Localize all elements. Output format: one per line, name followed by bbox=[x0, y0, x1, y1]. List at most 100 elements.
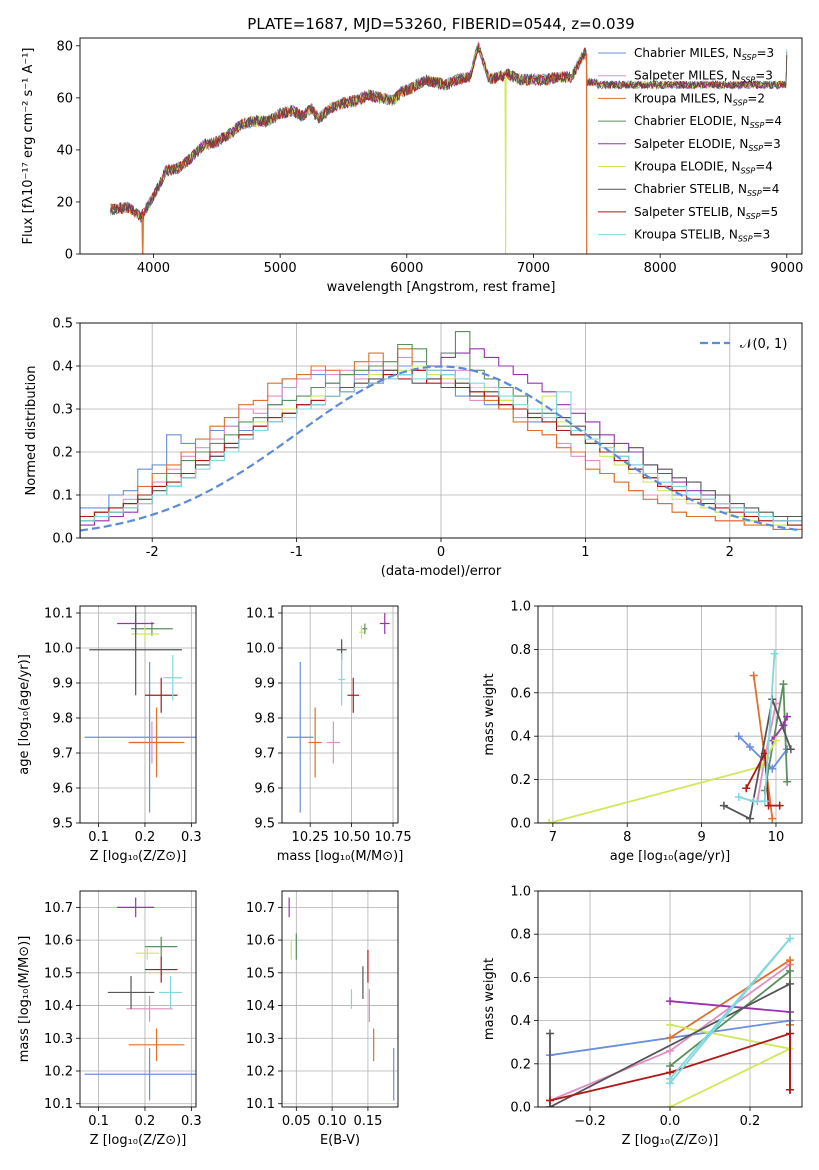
weight-marker bbox=[719, 801, 728, 810]
x-tick-label: 0.2 bbox=[135, 1114, 156, 1129]
x-tick-label: 8000 bbox=[644, 261, 677, 276]
legend-subscript: SSP bbox=[741, 76, 756, 85]
legend-subscript: SSP bbox=[748, 144, 763, 153]
errorbar-point bbox=[359, 625, 365, 640]
axes-frame bbox=[281, 890, 399, 1108]
x-tick-label: 0.3 bbox=[181, 1114, 202, 1129]
y-tick-label: 10.4 bbox=[44, 999, 73, 1014]
y-tick-label: 0.1 bbox=[52, 489, 73, 504]
x-axis-label: Z [log₁₀(Z/Z⊙)] bbox=[90, 849, 187, 864]
errorbar-point bbox=[128, 1028, 185, 1062]
y-tick-label: 10.6 bbox=[246, 934, 275, 949]
legend-text: Kroupa ELODIE, N bbox=[634, 160, 741, 174]
y-tick-label: 0.4 bbox=[52, 360, 73, 375]
weight-marker bbox=[666, 1046, 674, 1055]
y-tick-label: 9.9 bbox=[52, 677, 73, 692]
weight-marker bbox=[760, 797, 769, 806]
y-axis-label: Flux [fλ10⁻¹⁷ erg cm⁻² s⁻¹ A⁻¹] bbox=[21, 48, 36, 245]
normal-curve bbox=[80, 365, 800, 532]
spectrum-series-line bbox=[110, 47, 788, 222]
y-tick-label: 10.7 bbox=[44, 901, 73, 916]
weight-marker bbox=[775, 801, 784, 810]
legend-text: Kroupa MILES, N bbox=[634, 91, 733, 105]
x-tick-label: 4000 bbox=[137, 261, 170, 276]
x-tick-label: 0.2 bbox=[135, 830, 156, 845]
errorbar-point bbox=[338, 653, 345, 706]
y-tick-label: 0.8 bbox=[510, 928, 531, 943]
x-tick-label: 0.2 bbox=[740, 1114, 761, 1129]
legend-label: Salpeter ELODIE, NSSP=3 bbox=[634, 137, 781, 153]
axes-frame bbox=[281, 605, 399, 824]
weight-series-line bbox=[669, 958, 791, 1039]
mass-vs-ebv-axes: 0.05 0.10 0.15 10.1 10.2 10.3 10.4 10.5 10.6 10.7… bbox=[246, 890, 399, 1148]
errorbar-point bbox=[84, 1048, 196, 1101]
x-tick-label: 6000 bbox=[390, 261, 423, 276]
legend-count: =3 bbox=[763, 137, 781, 151]
histogram-series bbox=[80, 369, 802, 538]
y-tick-label: 20 bbox=[56, 195, 73, 210]
spectrum-axes: 4000 5000 6000 7000 8000 9000 0 20 40 60 80 wavelen… bbox=[21, 15, 803, 295]
x-axis-label: Z [log₁₀(Z/Z⊙)] bbox=[622, 1133, 719, 1148]
weight-marker bbox=[666, 997, 674, 1006]
y-tick-label: 9.5 bbox=[52, 817, 73, 832]
x-tick-label: 8 bbox=[623, 830, 631, 845]
legend-subscript: SSP bbox=[747, 189, 762, 198]
legend-text: Chabrier ELODIE, N bbox=[634, 114, 750, 128]
axes-frame bbox=[537, 890, 803, 1108]
y-tick-label: 10.3 bbox=[44, 1032, 73, 1047]
errorbar-point bbox=[286, 662, 314, 813]
axes-frame bbox=[79, 605, 197, 824]
weight-marker bbox=[771, 736, 780, 745]
histogram-series bbox=[80, 369, 802, 538]
y-tick-label: 9.6 bbox=[52, 782, 73, 797]
weight-vs-age-axes: 7 8 9 10 0.0 0.2 0.4 0.6 0.8 1.0 age [log₁₀(age/yr… bbox=[482, 600, 803, 864]
errorbar-point bbox=[373, 1028, 375, 1062]
y-tick-label: 0.6 bbox=[510, 971, 531, 986]
legend: 𝒩(0, 1) bbox=[700, 337, 787, 352]
weight-marker bbox=[786, 1029, 794, 1038]
age-vs-mass-axes: 10.25 10.50 10.75 9.5 9.6 9.7 9.8 9.9 10.0 10.1 ma… bbox=[246, 605, 412, 864]
errorbar-point bbox=[393, 1048, 395, 1101]
weight-vs-Z-axes: −0.2 0.0 0.2 0.0 0.2 0.4 0.6 0.8 1.0 Z [log₁₀(Z/Z… bbox=[482, 885, 803, 1148]
y-tick-label: 0.0 bbox=[510, 817, 531, 832]
weight-marker bbox=[764, 801, 773, 810]
legend-count: =5 bbox=[760, 205, 778, 219]
weight-series-line bbox=[669, 1000, 791, 1013]
x-tick-label: 10.50 bbox=[333, 830, 370, 845]
x-axis-label: E(B-V) bbox=[320, 1133, 360, 1148]
y-axis-label: mass weight bbox=[482, 958, 497, 1040]
legend-count: =4 bbox=[762, 182, 780, 196]
legend-count: =3 bbox=[753, 228, 771, 242]
weight-marker bbox=[734, 732, 743, 741]
y-tick-label: 10.3 bbox=[246, 1032, 275, 1047]
errorbar-point bbox=[350, 989, 353, 1009]
legend-text: Chabrier MILES, N bbox=[634, 46, 742, 60]
y-axis-label: age [log₁₀(age/yr)] bbox=[17, 654, 32, 775]
weight-series-line bbox=[549, 1032, 791, 1102]
x-tick-label: 10 bbox=[768, 830, 785, 845]
y-tick-label: 10.5 bbox=[44, 966, 73, 981]
y-tick-label: 0.4 bbox=[510, 1014, 531, 1029]
x-tick-label: -1 bbox=[290, 545, 303, 560]
weight-series-line bbox=[738, 653, 776, 803]
y-tick-label: 0.4 bbox=[510, 730, 531, 745]
weight-marker bbox=[749, 797, 758, 806]
legend-label: Kroupa ELODIE, NSSP=4 bbox=[634, 160, 773, 176]
errorbar-point bbox=[89, 606, 183, 696]
x-tick-label: 0.1 bbox=[88, 1114, 109, 1129]
legend-subscript: SSP bbox=[733, 98, 748, 107]
legend-subscript: SSP bbox=[746, 212, 761, 221]
errorbar-point bbox=[379, 613, 390, 634]
y-tick-label: 10.2 bbox=[246, 1065, 275, 1080]
weight-marker bbox=[779, 680, 788, 689]
y-tick-label: 1.0 bbox=[510, 600, 531, 615]
weight-vs-age-plot bbox=[545, 649, 795, 823]
x-tick-label: 7000 bbox=[517, 261, 550, 276]
x-tick-label: 1 bbox=[581, 545, 589, 560]
errorbar-point bbox=[367, 949, 369, 983]
x-tick-label: 0.1 bbox=[88, 830, 109, 845]
legend-count: =3 bbox=[756, 46, 774, 60]
spectrum-plot bbox=[110, 40, 788, 254]
weight-marker bbox=[745, 743, 754, 752]
